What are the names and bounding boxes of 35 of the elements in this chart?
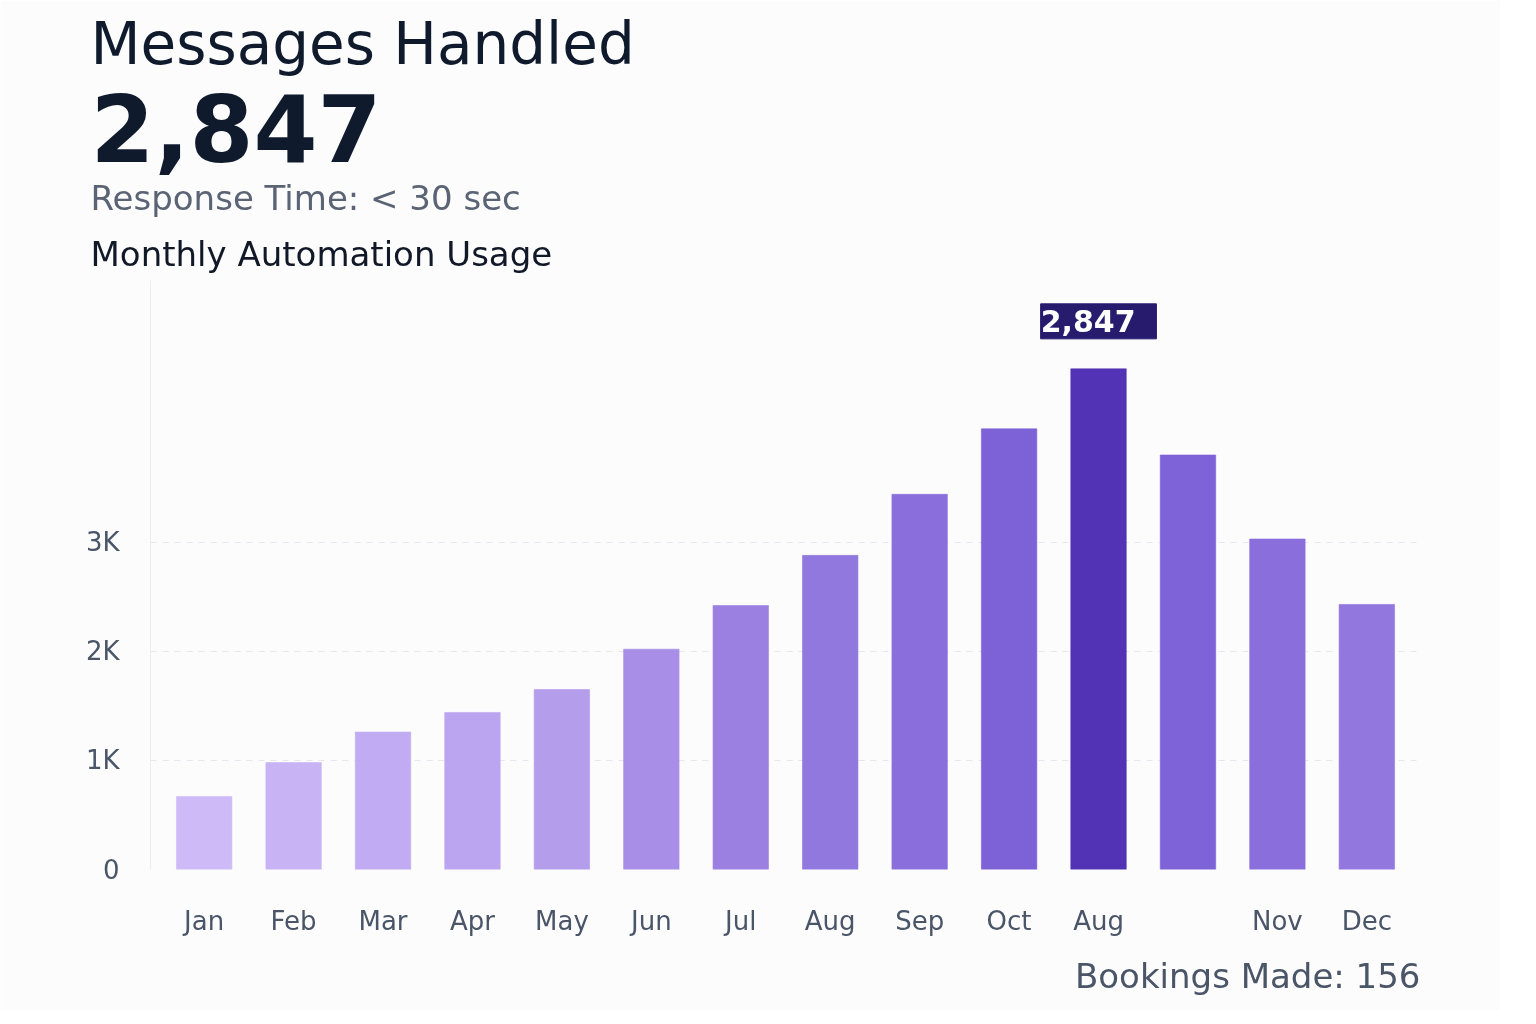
x-tick-label: Apr [449,905,496,936]
bar [1249,538,1306,870]
bar [265,762,322,870]
bar [712,605,770,870]
y-tick-label: 1K [85,745,121,776]
bar [1159,454,1217,870]
x-tick-label: May [535,905,589,936]
x-tick-label: Oct [986,905,1032,936]
text: Bookings Made: 156 [1074,955,1421,996]
x-tick-label: Aug [804,905,856,936]
y-tick-label: 0 [102,854,120,885]
bar [980,428,1038,870]
x-tick-label: Mar [358,905,408,936]
x-tick-label: Nov [1252,905,1303,936]
chart-title: Messages Handled [90,9,635,78]
bar [1338,603,1396,870]
x-tick-label: Jul [723,905,757,936]
x-tick-label: Jan [182,905,225,936]
bar [891,493,948,870]
x-tick-label: Feb [270,905,317,936]
x-tick-label: Dec [1341,905,1392,936]
bar [623,648,680,870]
bar [175,795,233,870]
bar [444,711,501,870]
annotation: 2,847 [1040,303,1136,339]
bar [533,689,591,870]
x-tick-label: Jun [629,905,672,936]
y-tick-label: 3K [85,527,121,558]
chart-subtitle: Monthly Automation Usage [90,233,553,274]
x-tick-label: Sep [895,905,945,936]
x-tick-label: Aug [1073,905,1124,936]
bar [801,554,859,870]
bar [1070,368,1127,870]
bar [354,731,412,870]
y-tick-label: 2K [85,636,121,667]
